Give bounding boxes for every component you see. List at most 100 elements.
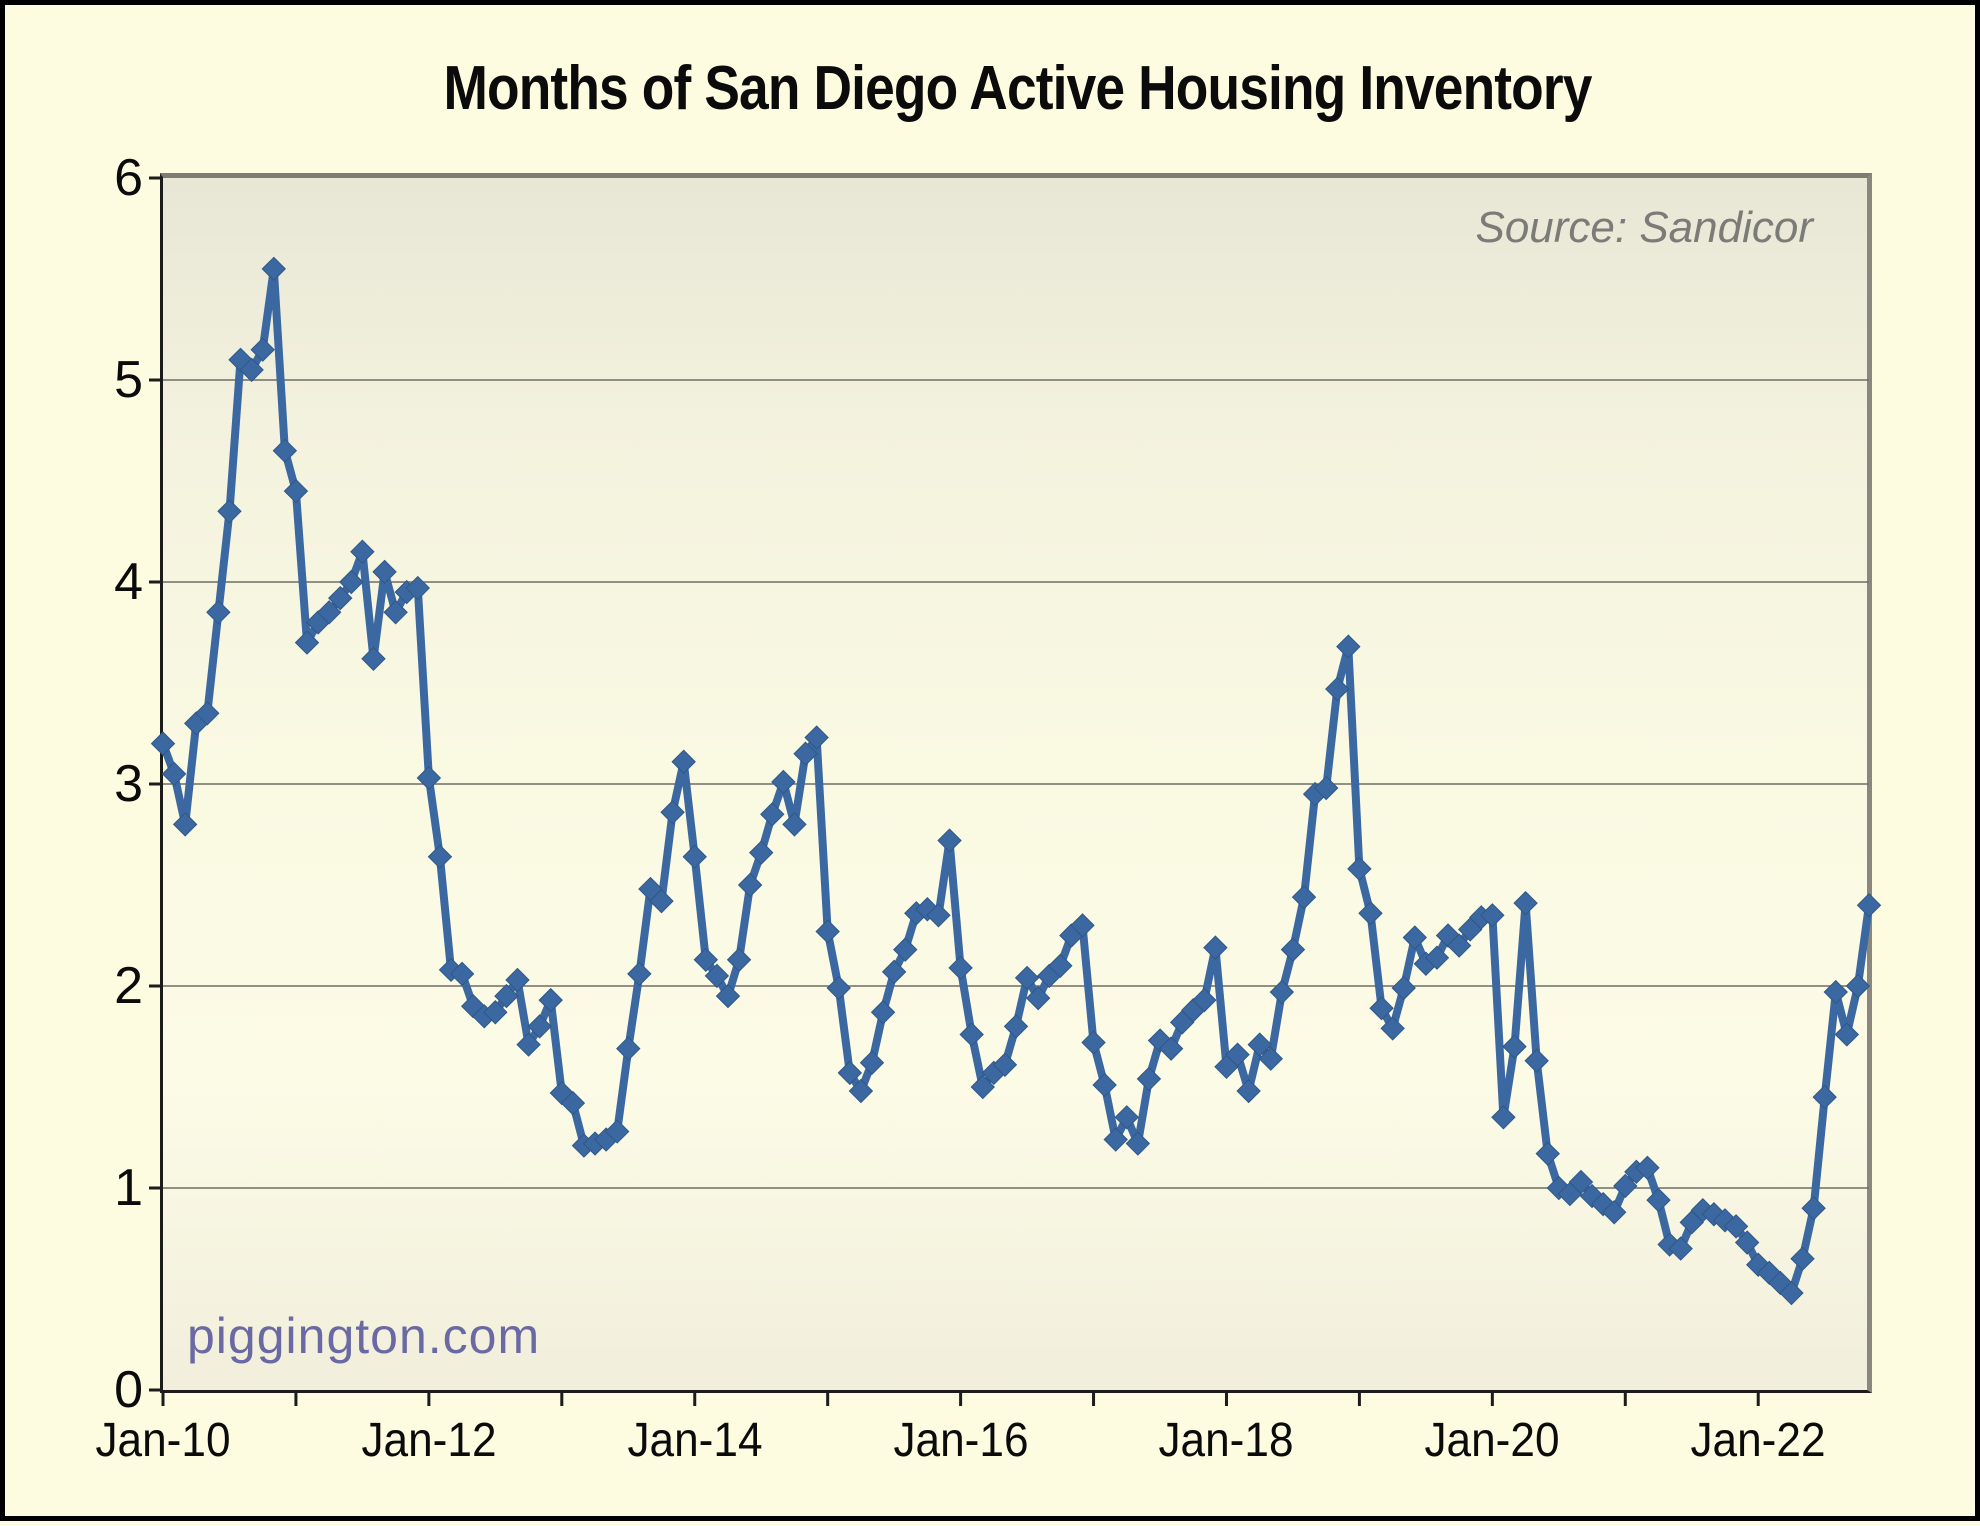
- data-point-marker: [771, 769, 796, 795]
- data-point-marker: [206, 600, 231, 625]
- data-point-marker: [749, 840, 774, 865]
- x-axis-label-Jan-20: Jan-20: [1424, 1414, 1560, 1467]
- y-axis-label-0: 0: [114, 1361, 143, 1419]
- data-point-marker: [350, 539, 375, 564]
- y-axis-label-3: 3: [114, 755, 143, 813]
- x-axis-label-Jan-14: Jan-14: [627, 1414, 763, 1467]
- data-point-marker: [1635, 1155, 1660, 1181]
- data-point-marker: [1203, 935, 1228, 960]
- data-point-marker: [1192, 987, 1217, 1013]
- data-point-marker: [372, 559, 397, 585]
- data-point-marker: [693, 947, 719, 972]
- data-point-marker: [737, 872, 763, 898]
- watermark: piggington.com: [187, 1308, 541, 1364]
- data-point-marker: [1280, 937, 1306, 962]
- chart-title-text: Months of San Diego Active Housing Inven…: [443, 54, 1593, 123]
- data-point-marker: [671, 749, 696, 774]
- data-point-marker: [815, 919, 840, 944]
- data-point-marker: [1613, 1173, 1638, 1199]
- data-point-marker: [272, 438, 298, 463]
- data-point-marker: [416, 765, 442, 791]
- data-point-marker: [1845, 973, 1871, 999]
- data-point-marker: [217, 499, 242, 524]
- data-point-marker: [239, 357, 264, 383]
- data-point-marker: [926, 903, 951, 928]
- data-point-marker: [460, 993, 486, 1019]
- data-point-marker: [339, 569, 364, 595]
- source-note: Source: Sandicor: [1475, 203, 1813, 252]
- data-point-marker: [1590, 1191, 1616, 1217]
- data-point-marker: [848, 1078, 874, 1104]
- y-axis-label-6: 6: [114, 149, 143, 207]
- x-axis-label-Jan-12: Jan-12: [361, 1414, 497, 1467]
- x-axis-label-Jan-18: Jan-18: [1158, 1414, 1294, 1467]
- data-point-marker: [948, 955, 973, 981]
- data-point-marker: [1734, 1230, 1760, 1255]
- data-point-marker: [1236, 1078, 1261, 1104]
- data-point-marker: [660, 800, 685, 825]
- data-point-marker: [516, 1032, 541, 1057]
- data-point-marker: [1380, 1016, 1405, 1041]
- data-point-marker: [1081, 1030, 1106, 1055]
- data-point-marker: [604, 1119, 630, 1144]
- data-point-marker: [1003, 1014, 1029, 1039]
- data-point-marker: [1790, 1246, 1815, 1271]
- data-point-marker: [837, 1060, 863, 1086]
- data-point-marker: [1779, 1280, 1804, 1306]
- data-point-marker: [1435, 923, 1461, 948]
- data-point-marker: [1025, 985, 1051, 1011]
- data-point-marker: [1402, 925, 1428, 950]
- data-point-marker: [1513, 890, 1538, 916]
- data-point-marker: [1568, 1169, 1594, 1195]
- data-point-marker: [1480, 903, 1505, 928]
- data-point-marker: [1646, 1187, 1671, 1213]
- data-point-marker: [726, 947, 752, 972]
- data-point-marker: [682, 844, 707, 869]
- data-point-marker: [1325, 676, 1350, 702]
- data-point-marker: [915, 897, 940, 922]
- data-point-marker: [881, 959, 907, 985]
- data-point-marker: [715, 983, 741, 1009]
- data-point-marker: [449, 961, 475, 987]
- data-point-marker: [1391, 975, 1416, 1001]
- data-point-marker: [1834, 1022, 1860, 1047]
- data-point-marker: [1502, 1034, 1527, 1059]
- data-point-marker: [560, 1090, 586, 1116]
- data-point-marker: [1347, 856, 1372, 882]
- data-point-marker: [195, 701, 220, 726]
- data-point-marker: [760, 802, 785, 827]
- data-point-marker: [405, 575, 430, 601]
- data-point-marker: [1048, 953, 1073, 979]
- data-point-marker: [937, 828, 962, 853]
- data-point-marker: [1812, 1084, 1837, 1110]
- chart-figure: [149, 176, 1882, 1406]
- data-point-marker: [361, 646, 386, 671]
- data-point-marker: [1535, 1141, 1560, 1166]
- data-line: [159, 264, 1873, 1297]
- data-point-marker: [1247, 1032, 1272, 1057]
- data-point-marker: [1269, 979, 1295, 1005]
- data-point-marker: [427, 844, 453, 869]
- data-point-marker: [782, 812, 807, 837]
- data-point-marker: [870, 1000, 896, 1025]
- x-axis-label-Jan-10: Jan-10: [95, 1414, 231, 1467]
- data-point-marker: [1225, 1042, 1250, 1067]
- data-point-marker: [1701, 1202, 1727, 1227]
- data-point-marker: [383, 600, 408, 625]
- data-point-marker: [1801, 1195, 1826, 1221]
- data-point-marker: [1524, 1048, 1549, 1073]
- data-point-marker: [150, 731, 176, 756]
- x-axis-label-Jan-22: Jan-22: [1690, 1414, 1826, 1467]
- data-point-marker: [1856, 892, 1882, 918]
- data-point-marker: [1258, 1046, 1283, 1071]
- x-axis-label-Jan-16: Jan-16: [893, 1414, 1029, 1467]
- data-point-marker: [859, 1050, 885, 1075]
- data-point-marker: [261, 256, 286, 282]
- data-point-marker: [1446, 933, 1472, 958]
- data-point-marker: [1291, 884, 1317, 910]
- data-point-marker: [793, 741, 818, 766]
- data-point-marker: [161, 761, 187, 787]
- chart-title: Months of San Diego Active Housing Inven…: [165, 53, 1871, 124]
- y-axis-label-4: 4: [114, 553, 143, 611]
